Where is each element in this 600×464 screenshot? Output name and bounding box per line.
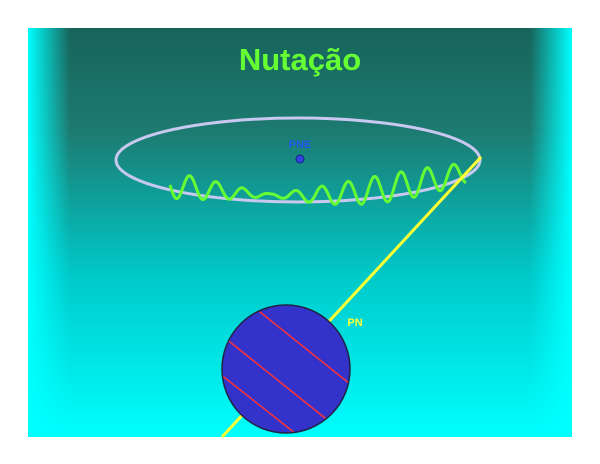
side-shade bbox=[28, 28, 70, 437]
title: Nutação bbox=[239, 42, 361, 77]
earth-outline bbox=[221, 304, 351, 434]
earth bbox=[221, 304, 351, 434]
nutation-wave bbox=[168, 162, 467, 206]
pne-point bbox=[295, 154, 305, 164]
pne-label: PNE bbox=[289, 139, 312, 151]
side-shade bbox=[530, 28, 572, 437]
pn-label: PN bbox=[347, 317, 362, 329]
